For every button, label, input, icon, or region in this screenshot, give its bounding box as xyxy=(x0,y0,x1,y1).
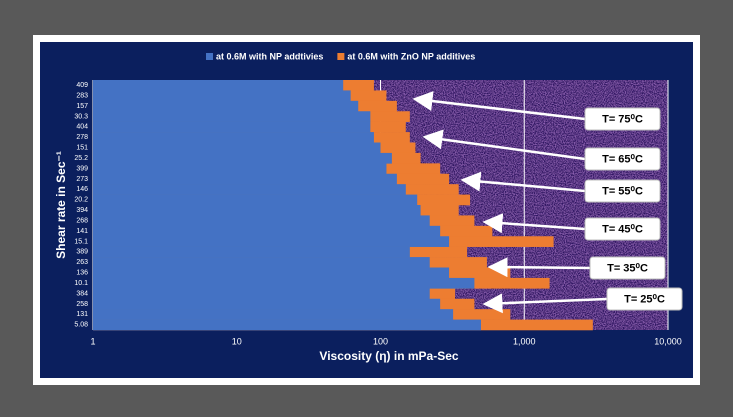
x-tick-label: 10 xyxy=(232,336,242,346)
y-tick-label: 25.2 xyxy=(74,155,88,162)
y-tick-label: 151 xyxy=(76,145,88,152)
annotation-arrow xyxy=(487,257,591,278)
annotation-arrow xyxy=(412,91,586,121)
y-tick-label: 394 xyxy=(76,207,88,214)
legend-label: at 0.6M with ZnO NP additives xyxy=(347,51,475,61)
bar xyxy=(93,80,344,91)
y-tick-label: 15.1 xyxy=(74,238,88,245)
y-axis-title: Shear rate in Sec⁻¹ xyxy=(54,151,68,259)
bar xyxy=(93,309,454,320)
annotation-label: T= 45⁰C xyxy=(602,223,643,235)
bar xyxy=(93,225,441,237)
bar xyxy=(93,205,421,216)
bar xyxy=(93,257,430,268)
x-tick-label: 10,000 xyxy=(654,336,682,346)
annotation-box xyxy=(606,287,683,311)
annotation-label: T= 65⁰C xyxy=(602,153,643,165)
bar xyxy=(93,90,351,102)
annotation-box xyxy=(584,147,661,171)
bar xyxy=(93,298,441,310)
y-tick-label: 283 xyxy=(76,92,88,99)
annotation-box xyxy=(584,107,661,131)
legend-label: at 0.6M with NP addtivies xyxy=(216,51,323,61)
bar xyxy=(93,215,430,227)
bar xyxy=(93,246,410,258)
legend-swatch xyxy=(337,53,345,60)
bar xyxy=(93,111,371,122)
y-tick-label: 399 xyxy=(76,165,88,172)
y-tick-label: 409 xyxy=(76,82,88,89)
annotation-arrow xyxy=(422,129,586,161)
y-tick-label: 131 xyxy=(76,311,88,318)
bar xyxy=(93,267,450,279)
bar xyxy=(93,194,418,206)
annotation-label: T= 55⁰C xyxy=(602,185,643,197)
annotation-arrow xyxy=(482,293,608,314)
bar xyxy=(93,121,371,133)
y-tick-label: 389 xyxy=(76,249,88,256)
bar xyxy=(93,277,475,289)
y-tick-label: 404 xyxy=(76,124,88,131)
bar xyxy=(93,100,359,112)
legend-swatch xyxy=(206,53,213,60)
bar xyxy=(93,132,374,143)
y-tick-label: 263 xyxy=(76,259,88,266)
annotation-box xyxy=(589,256,666,280)
y-tick-label: 136 xyxy=(76,270,88,277)
annotation-arrow xyxy=(460,171,586,193)
y-tick-label: 278 xyxy=(76,134,88,141)
x-axis-title: Viscosity (η) in mPa-Sec xyxy=(319,349,458,363)
bar xyxy=(93,184,406,195)
bar xyxy=(93,152,392,164)
annotation-label: T= 25⁰C xyxy=(624,293,665,305)
y-tick-label: 146 xyxy=(76,186,88,193)
y-tick-label: 141 xyxy=(76,228,88,235)
y-tick-label: 258 xyxy=(76,301,88,308)
annotation-label: T= 75⁰C xyxy=(602,113,643,125)
y-tick-label: 384 xyxy=(76,290,88,297)
bar xyxy=(93,173,397,185)
y-tick-label: 30.3 xyxy=(74,113,88,120)
bar xyxy=(93,288,430,300)
x-tick-label: 1,000 xyxy=(513,336,536,346)
x-tick-label: 100 xyxy=(373,336,388,346)
y-tick-label: 268 xyxy=(76,217,88,224)
annotation-arrow xyxy=(482,213,586,234)
annotation-label: T= 35⁰C xyxy=(607,262,648,274)
bar xyxy=(93,142,381,154)
annotation-box xyxy=(584,179,661,203)
y-tick-label: 5.08 xyxy=(74,322,88,329)
y-tick-label: 157 xyxy=(76,103,88,110)
bar xyxy=(93,236,450,247)
bar xyxy=(93,319,481,331)
annotation-box xyxy=(584,217,661,241)
y-tick-label: 10.1 xyxy=(74,280,88,287)
y-tick-label: 273 xyxy=(76,176,88,183)
y-tick-label: 20.2 xyxy=(74,197,88,204)
bar xyxy=(93,163,387,175)
x-tick-label: 1 xyxy=(90,336,95,346)
